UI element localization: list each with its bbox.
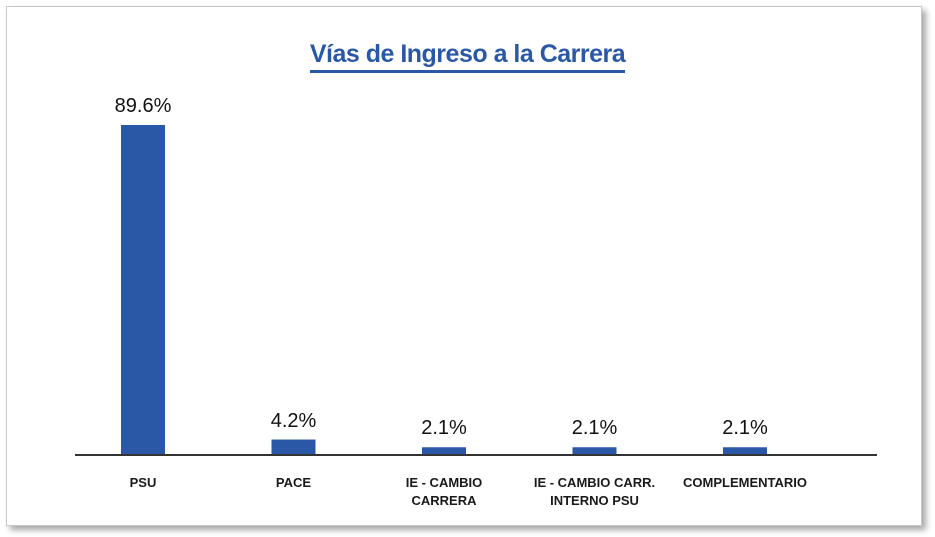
x-tick-label: PSU <box>129 475 157 490</box>
bar <box>422 447 466 455</box>
value-label: 2.1% <box>571 417 618 440</box>
bar <box>572 447 617 455</box>
x-tick-label: PACE <box>275 475 312 490</box>
value-label: 2.1% <box>722 417 768 440</box>
x-tick-label: IE - CAMBIO CARRERA <box>405 475 483 508</box>
x-tick-label: IE - CAMBIO CARR. INTERNO PSU <box>533 475 656 508</box>
value-label: 2.1% <box>421 417 467 440</box>
x-tick-label: COMPLEMENTARIO <box>683 475 807 490</box>
value-label: 89.6% <box>114 95 172 117</box>
chart-title-wrap: Vías de Ingreso a la Carrera <box>0 40 935 73</box>
bar <box>723 447 767 455</box>
bar <box>271 439 316 455</box>
chart-title: Vías de Ingreso a la Carrera <box>309 40 626 73</box>
value-label: 4.2% <box>270 409 317 432</box>
bar <box>121 125 165 455</box>
